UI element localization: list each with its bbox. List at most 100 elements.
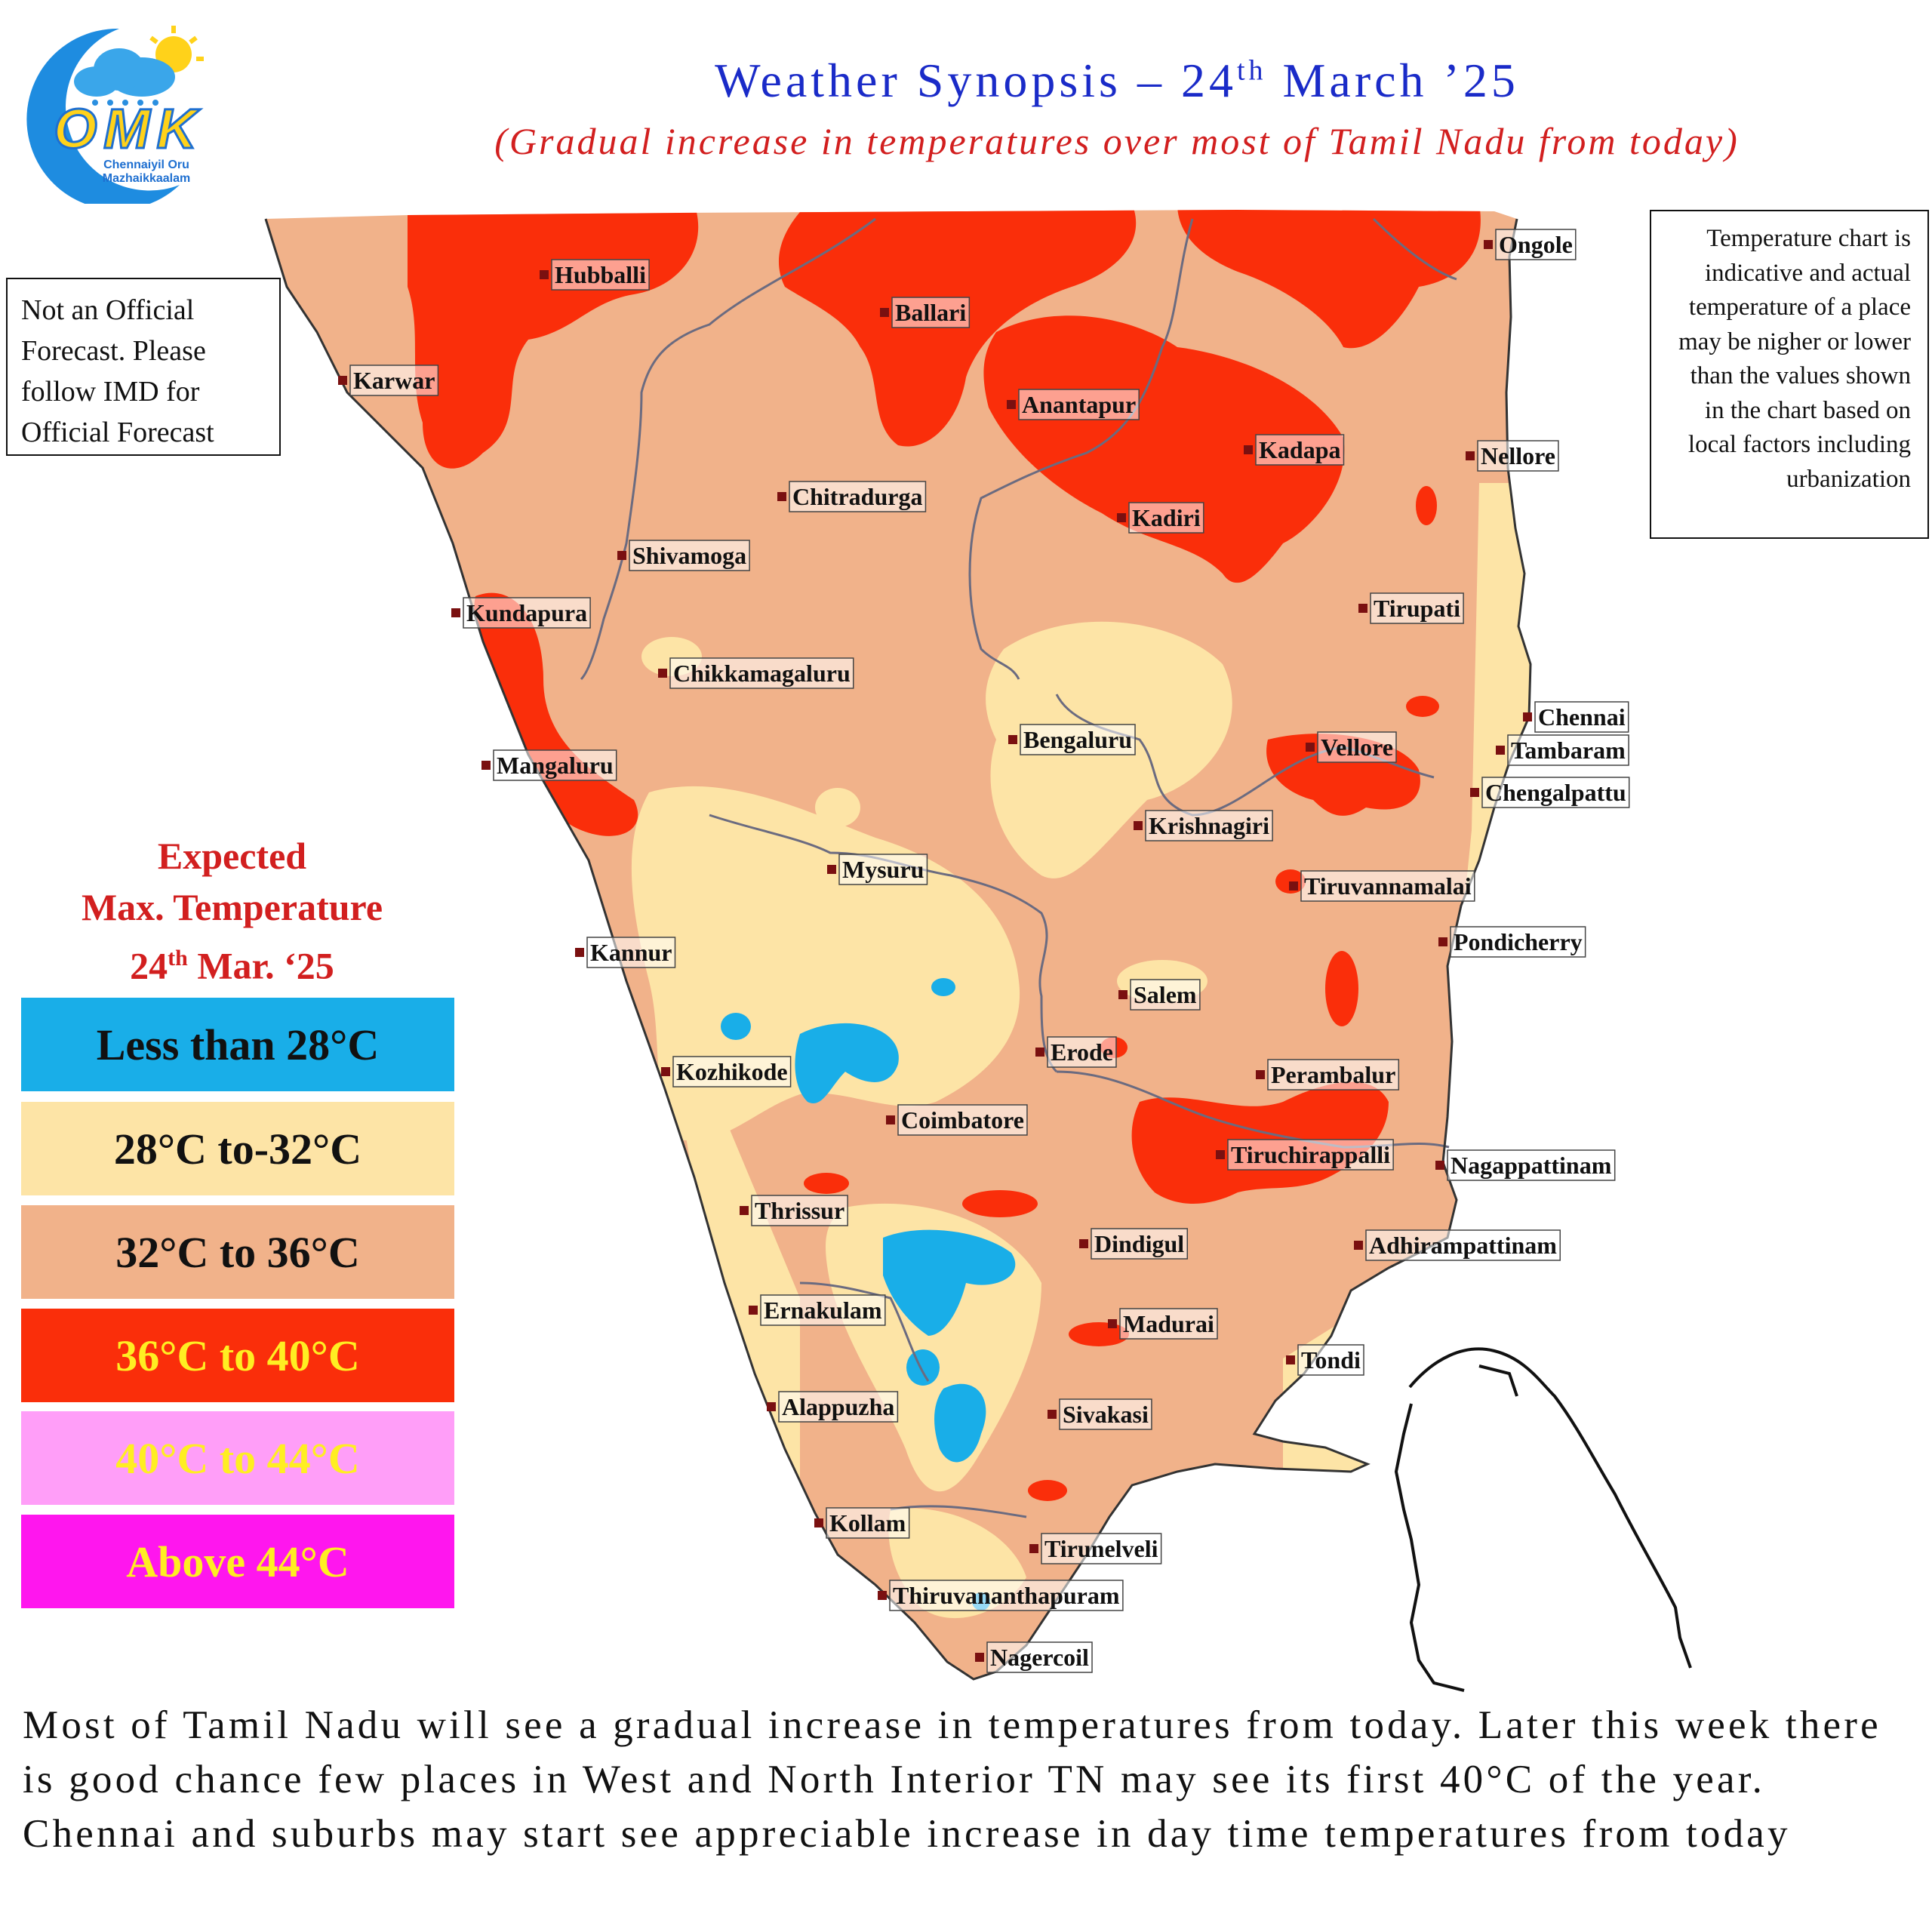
city-label: Chitradurga: [792, 483, 922, 510]
logo-text-line2: Mazhaikkaalam: [103, 172, 191, 185]
legend-title: Expected Max. Temperature 24th Mar. ‘25: [81, 835, 383, 987]
city-marker: [878, 1591, 887, 1600]
city-label: Ongole: [1499, 231, 1573, 258]
city-label: Mysuru: [842, 856, 924, 883]
city-marker: [1358, 604, 1367, 613]
omk-logo: OMK Chennaiyil Oru Mazhaikkaalam: [26, 26, 204, 204]
city-marker: [1244, 445, 1253, 454]
city-label: Anantapur: [1022, 391, 1136, 418]
city-marker: [1435, 1161, 1444, 1170]
city-label: Tondi: [1301, 1346, 1361, 1374]
city-label-box: [1477, 440, 1559, 472]
city-tambaram: Tambaram: [1496, 734, 1629, 766]
city-label: Kannur: [590, 939, 672, 966]
city-label-box: [1507, 734, 1629, 766]
city-chikkamagaluru: Chikkamagaluru: [658, 657, 854, 689]
city-marker: [1079, 1239, 1088, 1248]
city-label-box: [1018, 389, 1140, 420]
city-tiruchirappalli: Tiruchirappalli: [1216, 1139, 1394, 1171]
city-vellore: Vellore: [1306, 731, 1397, 763]
city-label: Kadiri: [1132, 504, 1201, 531]
city-ongole: Ongole: [1484, 229, 1577, 260]
city-label: Pondicherry: [1454, 928, 1583, 955]
city-label-box: [826, 1507, 910, 1539]
legend-item-28-32: 28°C to-32°C: [21, 1102, 454, 1195]
city-nagercoil: Nagercoil: [975, 1641, 1093, 1673]
city-label-box: [1450, 926, 1586, 958]
city-thiruvananthapuram: Thiruvananthapuram: [878, 1580, 1124, 1611]
city-salem: Salem: [1118, 979, 1201, 1011]
city-marker: [481, 761, 491, 770]
city-label-box: [986, 1641, 1093, 1673]
city-label-box: [349, 365, 439, 396]
city-label: Kollam: [829, 1509, 906, 1537]
city-label-box: [1059, 1398, 1152, 1430]
city-marker: [777, 492, 786, 501]
city-marker: [1484, 240, 1493, 249]
city-marker: [1438, 937, 1447, 946]
city-label-box: [1047, 1036, 1117, 1068]
city-ernakulam: Ernakulam: [749, 1294, 886, 1326]
city-anantapur: Anantapur: [1007, 389, 1140, 420]
city-label-box: [1317, 731, 1397, 763]
city-chennai: Chennai: [1523, 701, 1629, 733]
city-tirunelveli: Tirunelveli: [1029, 1533, 1162, 1564]
city-label-box: [1534, 701, 1629, 733]
city-label-box: [672, 1056, 792, 1088]
city-marker: [975, 1653, 984, 1662]
city-madurai: Madurai: [1108, 1308, 1218, 1340]
city-label: Ernakulam: [764, 1297, 882, 1324]
city-kadapa: Kadapa: [1244, 434, 1345, 466]
city-marker: [661, 1067, 670, 1076]
legend-item-above-44: Above 44°C: [21, 1515, 454, 1608]
city-label-box: [1365, 1229, 1561, 1261]
city-label: Tambaram: [1511, 737, 1626, 764]
city-label: Chikkamagaluru: [673, 660, 851, 687]
city-label: Coimbatore: [901, 1106, 1024, 1134]
city-label-box: [1297, 1344, 1364, 1376]
city-label: Ballari: [895, 299, 966, 326]
page-subtitle: (Gradual increase in temperatures over m…: [494, 120, 1740, 162]
city-chengalpattu: Chengalpattu: [1470, 777, 1630, 808]
city-marker: [1306, 743, 1315, 752]
city-label-box: [838, 854, 928, 885]
city-labels: Hubballi Ballari Ongole Karwar Anantapur Kada…: [338, 229, 1630, 1673]
city-nellore: Nellore: [1466, 440, 1559, 472]
city-label-box: [1300, 870, 1475, 902]
city-label: Nagappattinam: [1451, 1152, 1612, 1179]
city-label: Mangaluru: [497, 752, 614, 779]
city-chitradurga: Chitradurga: [777, 481, 927, 512]
city-marker: [1008, 735, 1017, 744]
city-label: Kadapa: [1259, 436, 1340, 463]
disclaimer-box: Not an Official Forecast. Please follow …: [6, 278, 281, 456]
city-marker: [540, 270, 549, 279]
city-label-box: [1370, 592, 1464, 624]
city-label: Shivamoga: [632, 542, 746, 569]
city-label: Thrissur: [755, 1197, 844, 1224]
city-label-box: [1130, 979, 1201, 1011]
city-marker: [1256, 1070, 1265, 1079]
city-marker: [880, 308, 889, 317]
zones-below-28: [721, 978, 1016, 1611]
city-label-box: [1227, 1139, 1394, 1171]
page-title: Weather Synopsis – 24th March ’25: [715, 54, 1519, 107]
city-erode: Erode: [1035, 1036, 1117, 1068]
city-thrissur: Thrissur: [740, 1195, 848, 1226]
city-label-box: [629, 540, 750, 571]
city-label: Kozhikode: [676, 1058, 788, 1085]
city-hubballi: Hubballi: [540, 259, 650, 291]
city-shivamoga: Shivamoga: [617, 540, 750, 571]
logo-name: OMK: [54, 97, 201, 160]
legend-item-36-40: 36°C to 40°C: [21, 1309, 454, 1402]
city-label: Dindigul: [1094, 1230, 1184, 1257]
city-label-box: [789, 481, 927, 512]
city-label-box: [1145, 810, 1273, 841]
city-kadiri: Kadiri: [1117, 502, 1204, 534]
city-marker: [575, 948, 584, 957]
city-sivakasi: Sivakasi: [1048, 1398, 1152, 1430]
city-kozhikode: Kozhikode: [661, 1056, 792, 1088]
city-karwar: Karwar: [338, 365, 439, 396]
city-label-box: [493, 749, 617, 781]
city-label-box: [751, 1195, 848, 1226]
city-marker: [1118, 990, 1128, 999]
